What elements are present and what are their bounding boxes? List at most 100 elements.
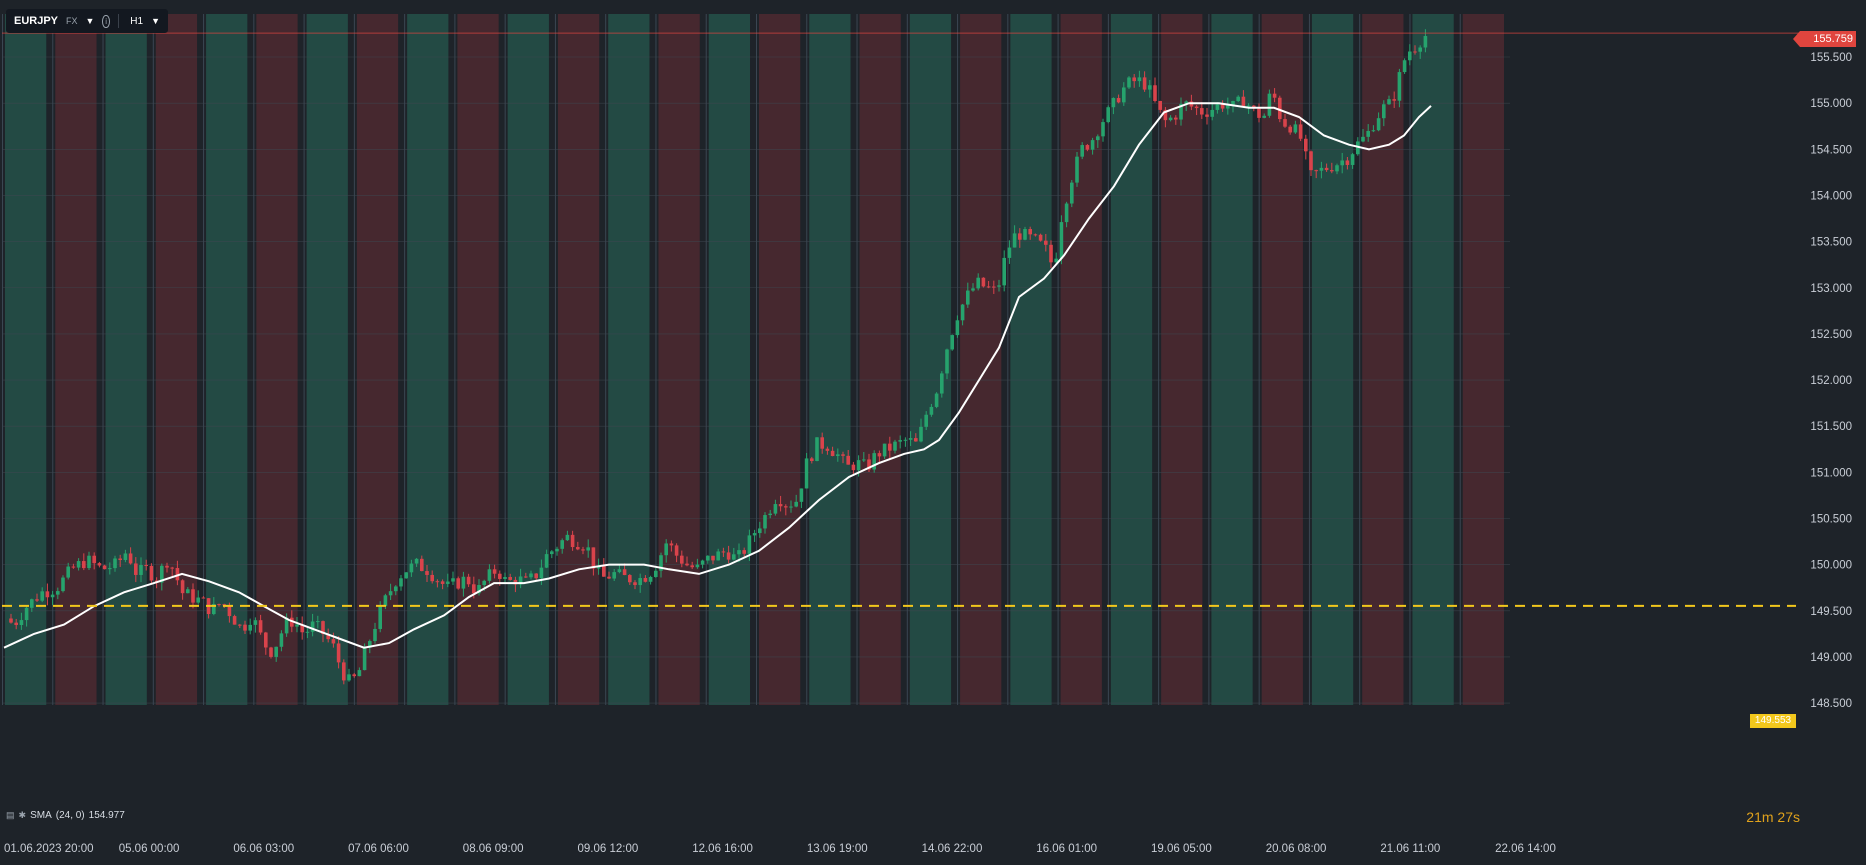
candle-body — [856, 460, 861, 471]
candle-body — [191, 589, 195, 603]
candle-body — [836, 454, 840, 457]
session-band — [708, 14, 750, 705]
y-tick-label: 149.500 — [1810, 606, 1852, 618]
candle-body — [633, 582, 637, 586]
candle-body — [758, 528, 762, 534]
candle-body — [347, 674, 351, 681]
candle-body — [1205, 114, 1209, 117]
candle-body — [290, 617, 294, 627]
candle-body — [643, 578, 648, 582]
candle-body — [466, 576, 471, 585]
session-band — [356, 14, 399, 705]
session-band — [1261, 14, 1303, 705]
chevron-down-icon[interactable]: ▼ — [85, 16, 95, 26]
candle-body — [1064, 203, 1069, 223]
symbol-name[interactable]: EURJPY — [14, 15, 59, 27]
candle-body — [628, 575, 632, 583]
candle-body — [409, 563, 414, 573]
y-tick-label: 150.000 — [1810, 560, 1852, 572]
y-tick-label: 155.000 — [1810, 98, 1852, 110]
candle-body — [1361, 136, 1365, 142]
candle-body — [1267, 93, 1272, 116]
candle-body — [903, 439, 908, 441]
countdown-minutes: 21 — [1746, 809, 1762, 825]
candle-body — [893, 441, 897, 451]
candle-body — [144, 565, 148, 567]
candle-body — [778, 504, 783, 507]
candle-body — [1220, 104, 1225, 109]
candle-body — [721, 551, 726, 553]
candle-body — [586, 547, 590, 551]
candle-body — [877, 453, 882, 457]
candle-body — [1387, 99, 1391, 105]
candle-body — [149, 565, 154, 581]
session-band — [507, 14, 549, 705]
candle-body — [1366, 130, 1370, 137]
candle-body — [550, 551, 554, 555]
symbol-toolbar[interactable]: EURJPY FX ▼ i H1 ▼ — [6, 9, 168, 33]
candle-body — [726, 552, 731, 560]
candle-body — [1345, 160, 1350, 165]
candle-body — [560, 540, 564, 549]
candle-body — [258, 620, 263, 633]
candle-body — [1382, 104, 1386, 119]
candle-body — [1423, 36, 1428, 48]
candle-body — [446, 581, 450, 584]
candle-body — [524, 576, 528, 578]
session-band — [1311, 14, 1354, 705]
candle-body — [45, 591, 50, 598]
settings-icon[interactable]: ✱ — [18, 810, 27, 820]
candle-body — [576, 547, 580, 550]
candle-body — [534, 573, 538, 579]
x-tick-label: 12.06 16:00 — [692, 843, 753, 855]
candle-body — [591, 547, 596, 569]
candle-body — [1314, 170, 1318, 172]
candle-body — [1350, 154, 1355, 165]
candle-body — [373, 628, 377, 642]
candle-body — [815, 437, 819, 462]
candle-body — [1054, 258, 1058, 263]
candle-body — [1132, 77, 1136, 82]
session-band — [960, 14, 1002, 705]
info-icon[interactable]: i — [102, 14, 110, 28]
x-tick-label: 14.06 22:00 — [922, 843, 983, 855]
candle-body — [243, 624, 247, 631]
candle-body — [700, 560, 705, 565]
candle-body — [217, 604, 221, 606]
candle-body — [1148, 85, 1152, 90]
candle-body — [388, 591, 393, 596]
candle-body — [227, 605, 232, 617]
session-band — [55, 14, 97, 705]
candle-body — [113, 558, 117, 569]
candle-body — [1137, 77, 1142, 82]
chevron-down-icon[interactable]: ▼ — [151, 16, 160, 26]
candle-body — [1397, 72, 1402, 101]
level-price-badge[interactable]: 149.553 — [1750, 714, 1796, 728]
list-icon[interactable]: ▤ — [6, 810, 15, 820]
x-tick-label: 22.06 14:00 — [1495, 843, 1556, 855]
candle-body — [794, 501, 798, 507]
candle-body — [638, 578, 642, 586]
candle-body — [487, 569, 492, 581]
candle-body — [1111, 98, 1116, 108]
candle-body — [674, 545, 679, 556]
candle-body — [908, 438, 913, 440]
indicator-legend[interactable]: ▤ ✱ SMA (24, 0) 154.977 — [6, 810, 125, 821]
x-tick-label: 09.06 12:00 — [578, 843, 639, 855]
candle-body — [945, 349, 949, 374]
candle-body — [607, 576, 611, 579]
candle-body — [1402, 60, 1407, 73]
sma-line — [3, 102, 1432, 649]
session-band — [5, 14, 47, 705]
candle-body — [1200, 108, 1204, 115]
y-tick-label: 151.500 — [1810, 421, 1852, 433]
x-tick-label: 01.06.2023 20:00 — [4, 843, 94, 855]
candle-body — [1293, 124, 1298, 133]
candle-body — [1340, 160, 1344, 166]
candle-body — [482, 580, 486, 586]
timeframe-selector[interactable]: H1 — [130, 15, 144, 27]
candle-body — [50, 594, 55, 598]
candle-body — [1163, 109, 1168, 121]
